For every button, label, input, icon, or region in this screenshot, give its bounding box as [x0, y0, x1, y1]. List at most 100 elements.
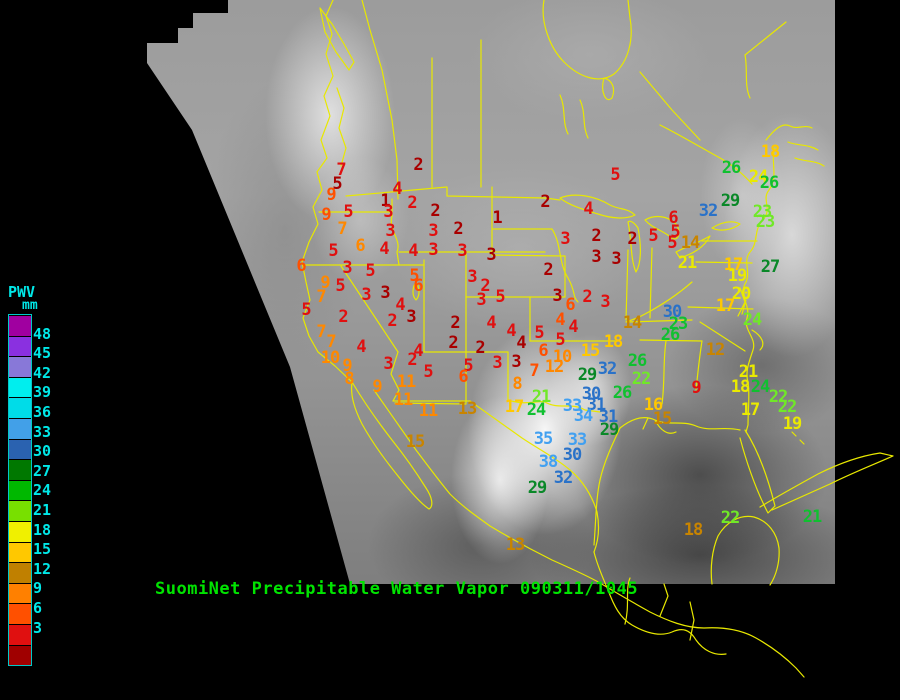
station-value: 5: [328, 241, 338, 261]
station-value: 11: [418, 401, 439, 421]
station-value: 6: [413, 276, 423, 296]
vancouver-island: [319, 7, 355, 71]
station-value: 29: [720, 191, 741, 211]
station-value: 10: [320, 348, 341, 368]
station-value: 19: [727, 266, 748, 286]
hudson-bay: [542, 0, 632, 80]
station-value: 23: [752, 202, 773, 222]
canada-prairie-borders: [431, 39, 482, 188]
legend-tick-label: 45: [33, 344, 52, 363]
texas-coast: [593, 427, 621, 546]
station-value: 3: [383, 202, 393, 222]
station-value: 2: [627, 229, 637, 249]
station-value: 29: [577, 365, 598, 385]
legend-tick-label: 39: [33, 383, 52, 402]
station-value: 2: [453, 219, 463, 239]
station-value: 2: [582, 287, 592, 307]
bc-coast-islands: [336, 87, 347, 167]
station-value: 5: [495, 287, 505, 307]
station-value: 33: [562, 396, 583, 416]
station-value: 8: [344, 369, 354, 389]
cuba: [759, 452, 894, 511]
chesapeake-bay: [737, 287, 747, 317]
legend-tick-label: 21: [33, 501, 52, 519]
station-value: 5: [534, 323, 544, 343]
station-value: 15: [652, 409, 673, 429]
station-value: 2: [413, 155, 423, 175]
station-value: 5: [463, 356, 473, 376]
legend-color-step: [9, 603, 31, 624]
station-value: 5: [365, 261, 375, 281]
station-value: 4: [506, 321, 516, 341]
station-value: 35: [533, 429, 554, 449]
station-value: 3: [385, 221, 395, 241]
station-value: 9: [342, 356, 352, 376]
station-value: 4: [395, 295, 405, 315]
station-value: 3: [467, 267, 477, 287]
station-value: 2: [430, 201, 440, 221]
gulf-of-california: [373, 389, 491, 527]
station-value: 5: [335, 276, 345, 296]
baja-california: [350, 381, 433, 510]
station-value: 4: [408, 241, 418, 261]
station-value: 8: [512, 374, 522, 394]
legend-title: PWV: [8, 283, 36, 301]
station-value: 15: [405, 432, 426, 452]
station-value: 29: [599, 420, 620, 440]
station-value: 3: [560, 229, 570, 249]
station-value: 9: [321, 205, 331, 225]
station-value: 4: [413, 341, 423, 361]
gulf-coast: [619, 416, 741, 431]
lake-superior: [559, 194, 636, 219]
station-value: 6: [538, 341, 548, 361]
station-value: 7: [316, 287, 326, 307]
station-value: 3: [600, 292, 610, 312]
station-value: 18: [683, 520, 704, 540]
station-value: 27: [760, 257, 781, 277]
station-value: 2: [540, 192, 550, 212]
station-value: 11: [393, 390, 414, 410]
lake-huron: [644, 215, 680, 240]
mexico-east-coast: [593, 551, 727, 655]
legend-steps: [8, 314, 32, 667]
legend-tick-label: 36: [33, 403, 52, 421]
station-value: 18: [603, 332, 624, 352]
legend-color-step: [9, 520, 31, 542]
station-value: 5: [648, 226, 658, 246]
legend-tick-label: 24: [33, 481, 52, 500]
station-value: 2: [387, 311, 397, 331]
station-value: 14: [680, 233, 701, 253]
station-value: 38: [538, 452, 559, 472]
legend-color-step: [9, 335, 31, 357]
lake-michigan: [627, 220, 641, 273]
station-value: 22: [777, 397, 798, 417]
station-value: 4: [356, 337, 366, 357]
station-value: 26: [759, 173, 780, 193]
station-value: 21: [677, 253, 698, 273]
station-value: 24: [526, 400, 547, 420]
legend-color-step: [9, 479, 31, 501]
legend-tick-label: 27: [33, 461, 52, 480]
bahamas: [791, 431, 805, 445]
legend-unit: mm: [22, 298, 38, 313]
station-value: 33: [567, 430, 588, 450]
station-value: 3: [486, 245, 496, 265]
station-value: 26: [660, 325, 681, 345]
station-value: 34: [573, 406, 594, 426]
lake-erie: [675, 235, 711, 259]
legend-color-step: [9, 397, 31, 418]
station-value: 4: [379, 239, 389, 259]
station-value: 30: [581, 384, 602, 404]
station-value: 2: [475, 338, 485, 358]
coastline-west: [301, 0, 353, 383]
legend-color-step: [9, 356, 31, 377]
station-value: 13: [457, 399, 478, 419]
station-value: 4: [392, 179, 402, 199]
legend-tick-label: 12: [33, 559, 52, 578]
station-value: 3: [342, 258, 352, 278]
station-value: 7: [326, 332, 336, 352]
legend-tick-label: 33: [33, 422, 52, 441]
station-value: 1: [380, 191, 390, 211]
coastline-east: [742, 147, 776, 433]
